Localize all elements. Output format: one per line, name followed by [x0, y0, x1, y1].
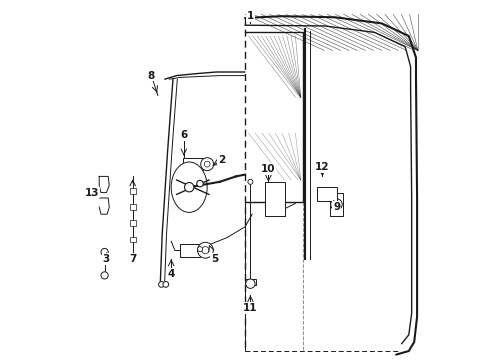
Circle shape [197, 180, 203, 187]
Circle shape [201, 158, 214, 171]
Circle shape [248, 179, 253, 184]
Bar [265, 182, 285, 216]
Bar [330, 193, 343, 216]
Circle shape [163, 282, 169, 287]
Bar [317, 187, 337, 201]
Text: 3: 3 [103, 254, 110, 264]
Text: 10: 10 [261, 164, 276, 174]
Circle shape [101, 248, 108, 256]
Circle shape [331, 199, 342, 210]
Text: 2: 2 [218, 155, 225, 165]
Text: 1: 1 [247, 11, 254, 21]
Bar [130, 188, 136, 194]
Circle shape [159, 282, 164, 287]
Circle shape [204, 161, 210, 167]
Circle shape [245, 279, 255, 288]
Bar [130, 220, 136, 226]
Bar [180, 244, 200, 257]
Text: 8: 8 [148, 71, 155, 81]
Text: 6: 6 [180, 130, 188, 140]
Circle shape [202, 247, 209, 254]
Text: 5: 5 [211, 254, 218, 264]
Text: 11: 11 [243, 303, 258, 313]
Text: 7: 7 [130, 254, 137, 264]
Circle shape [197, 247, 202, 252]
Bar [183, 158, 202, 170]
Text: 4: 4 [168, 269, 175, 279]
Text: 13: 13 [85, 188, 99, 198]
Circle shape [197, 242, 213, 258]
Ellipse shape [171, 162, 207, 212]
Text: 9: 9 [333, 202, 341, 212]
Bar [130, 204, 136, 210]
Circle shape [101, 272, 108, 279]
Bar [245, 279, 256, 285]
Circle shape [185, 183, 194, 192]
Text: 12: 12 [315, 162, 330, 172]
Bar [130, 237, 136, 242]
